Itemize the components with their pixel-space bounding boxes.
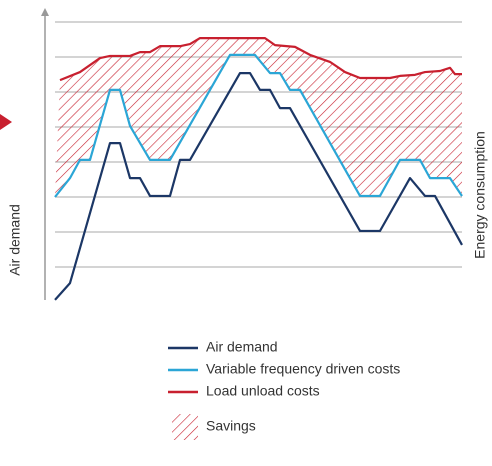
legend: Air demand Variable frequency driven cost… <box>168 339 400 440</box>
pointer-arrow <box>0 114 12 130</box>
series-line <box>54 53 463 198</box>
legend-label: Variable frequency driven costs <box>206 361 400 377</box>
y-axis-label: Air demand <box>7 204 23 276</box>
legend-label: Load unload costs <box>206 383 320 399</box>
series-line <box>54 72 463 301</box>
savings-area <box>55 38 462 197</box>
y-axis-arrow <box>41 8 49 16</box>
legend-label: Air demand <box>206 339 278 355</box>
legend-label: Savings <box>206 418 256 434</box>
plot-area <box>54 21 463 301</box>
series-line <box>59 37 462 82</box>
y2-axis-label: Energy consumption <box>472 131 488 259</box>
legend-swatch <box>172 414 198 440</box>
